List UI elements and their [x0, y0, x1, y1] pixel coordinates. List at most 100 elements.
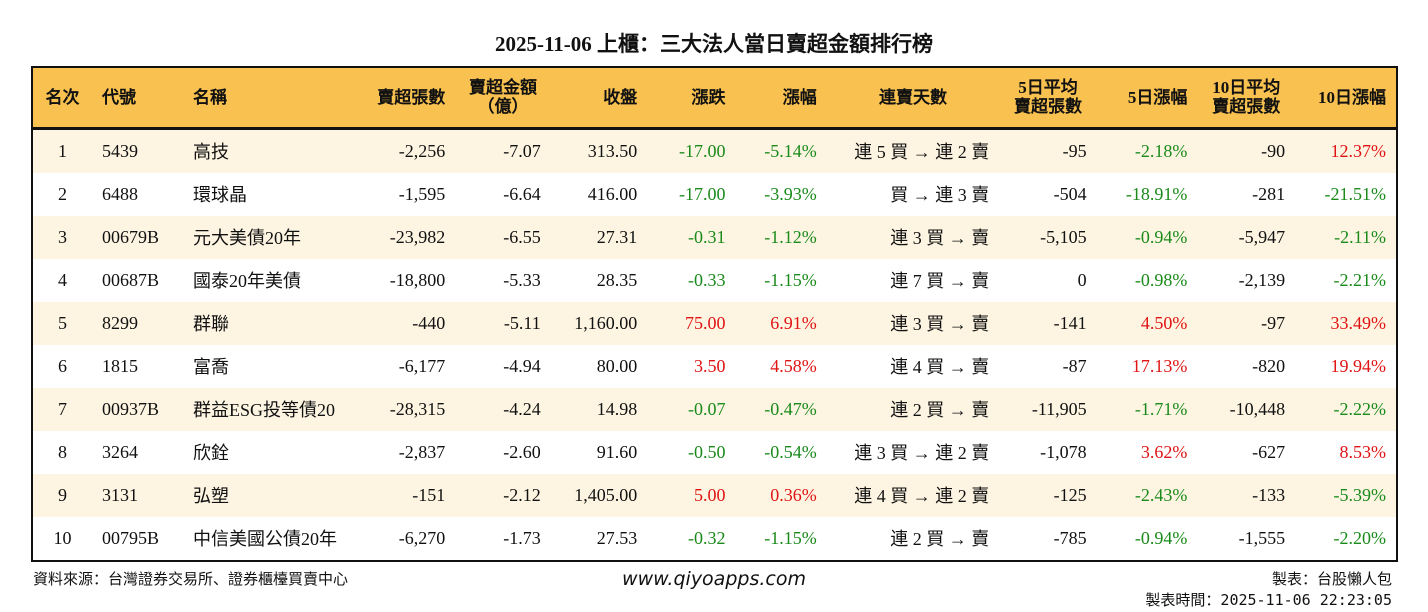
header-avg10-volume: 10日平均 賣超張數 — [1212, 78, 1281, 117]
cell-rank: 2 — [58, 183, 67, 204]
cell-avg5-volume: -87 — [1062, 355, 1087, 376]
cell-pct10: -2.20% — [1333, 527, 1387, 548]
header-sell-amount: 賣超金額 （億） — [469, 78, 537, 117]
cell-streak: 連 2 買 → 賣 — [890, 529, 990, 549]
cell-pct10: 8.53% — [1339, 441, 1387, 462]
cell-avg10-volume: -820 — [1252, 355, 1286, 376]
header-change-pct: 漲幅 — [782, 87, 817, 107]
ranking-table: 名次 代號 名稱 賣超張數 賣超金額 （億） 收盤 漲跌 漲幅 連賣天數 5日平均 賣超張數 5日漲幅 1… — [31, 66, 1398, 562]
cell-sell-amount: -5.33 — [503, 269, 541, 290]
cell-avg10-volume: -627 — [1252, 441, 1286, 462]
cell-sell-volume: -2,837 — [398, 441, 446, 462]
cell-pct5: 17.13% — [1131, 355, 1188, 376]
cell-close: 91.60 — [596, 441, 638, 462]
cell-code: 00795B — [102, 527, 160, 548]
cell-pct10: -21.51% — [1324, 183, 1387, 204]
cell-rank: 7 — [58, 398, 67, 419]
table-row: 8 3264 欣銓 -2,837 -2.60 91.60 -0.50 -0.54% 連 3 買 … — [32, 431, 1397, 474]
cell-avg5-volume: -95 — [1062, 140, 1087, 161]
cell-close: 27.53 — [596, 527, 638, 548]
cell-change-pct: -1.12% — [764, 226, 817, 247]
source-note: 資料來源：台灣證券交易所、證券櫃檯買賣中心 — [33, 570, 349, 588]
table-row: 10 00795B 中信美國公債20年 -6,270 -1.73 27.53 -0.32 -1… — [32, 517, 1397, 561]
cell-change-pct: -1.15% — [764, 527, 817, 548]
cell-change: -17.00 — [679, 140, 726, 161]
cell-name: 中信美國公債20年 — [193, 529, 337, 549]
header-name: 名稱 — [193, 87, 227, 107]
table-row: 4 00687B 國泰20年美債 -18,800 -5.33 28.35 -0.33 -1.1… — [32, 259, 1397, 302]
cell-code: 00937B — [102, 398, 160, 419]
header-pct10: 10日漲幅 — [1318, 87, 1386, 107]
cell-change-pct: 6.91% — [770, 312, 817, 333]
cell-avg10-volume: -1,555 — [1238, 527, 1286, 548]
cell-avg5-volume: 0 — [1077, 269, 1087, 290]
cell-change: -0.33 — [688, 269, 726, 290]
header-sell-volume: 賣超張數 — [377, 87, 446, 107]
cell-pct5: -18.91% — [1125, 183, 1188, 204]
cell-close: 27.31 — [596, 226, 638, 247]
header-code: 代號 — [102, 87, 136, 107]
cell-change: 5.00 — [694, 484, 726, 505]
cell-avg5-volume: -141 — [1053, 312, 1087, 333]
cell-sell-amount: -7.07 — [503, 140, 541, 161]
cell-name: 國泰20年美債 — [193, 271, 301, 291]
cell-code: 6488 — [102, 183, 138, 204]
cell-streak: 連 5 買 → 連 2 賣 — [854, 142, 990, 162]
cell-code: 3131 — [102, 484, 138, 505]
cell-sell-volume: -440 — [412, 312, 446, 333]
cell-avg5-volume: -5,105 — [1040, 226, 1087, 247]
cell-name: 富喬 — [193, 357, 229, 377]
cell-sell-volume: -151 — [412, 484, 446, 505]
cell-avg10-volume: -133 — [1252, 484, 1286, 505]
cell-change-pct: -3.93% — [764, 183, 817, 204]
cell-rank: 4 — [58, 269, 67, 290]
cell-avg10-volume: -10,448 — [1229, 398, 1286, 419]
cell-pct10: -2.11% — [1334, 226, 1386, 247]
cell-code: 00687B — [102, 269, 160, 290]
cell-sell-amount: -6.64 — [503, 183, 541, 204]
cell-change-pct: -5.14% — [764, 140, 817, 161]
website-link[interactable]: www.qiyoapps.com — [622, 568, 806, 590]
cell-close: 1,160.00 — [574, 312, 638, 333]
cell-rank: 6 — [58, 355, 67, 376]
cell-close: 14.98 — [596, 398, 638, 419]
cell-pct5: -0.94% — [1134, 527, 1188, 548]
cell-close: 416.00 — [587, 183, 638, 204]
cell-avg10-volume: -90 — [1261, 140, 1286, 161]
cell-sell-volume: -2,256 — [398, 140, 446, 161]
cell-avg5-volume: -1,078 — [1040, 441, 1087, 462]
cell-rank: 5 — [58, 312, 67, 333]
cell-pct10: 33.49% — [1330, 312, 1387, 333]
table-row: 3 00679B 元大美債20年 -23,982 -6.55 27.31 -0.31 -1.1… — [32, 215, 1397, 259]
cell-name: 群益ESG投等債20 — [193, 400, 336, 420]
cell-sell-volume: -18,800 — [389, 269, 446, 290]
cell-close: 1,405.00 — [574, 484, 638, 505]
cell-code: 00679B — [102, 226, 160, 247]
cell-streak: 連 4 買 → 賣 — [890, 357, 990, 377]
cell-change-pct: 0.36% — [770, 484, 817, 505]
cell-streak: 連 3 買 → 賣 — [890, 314, 990, 334]
cell-sell-amount: -4.24 — [503, 398, 541, 419]
table-row: 1 5439 高技 -2,256 -7.07 313.50 -17.00 -5.14% 連 5 … — [32, 128, 1397, 173]
cell-change: 75.00 — [685, 312, 726, 333]
cell-pct5: 4.50% — [1140, 312, 1188, 333]
cell-sell-volume: -6,177 — [398, 355, 446, 376]
cell-pct5: -2.18% — [1134, 140, 1188, 161]
cell-avg5-volume: -11,905 — [1031, 398, 1087, 419]
cell-change: 3.50 — [694, 355, 726, 376]
cell-sell-amount: -4.94 — [503, 355, 541, 376]
cell-avg10-volume: -281 — [1252, 183, 1286, 204]
cell-name: 弘塑 — [193, 486, 229, 506]
cell-change-pct: -0.47% — [764, 398, 817, 419]
cell-streak: 買 → 連 3 賣 — [890, 185, 990, 205]
cell-change: -0.32 — [688, 527, 726, 548]
cell-avg10-volume: -2,139 — [1238, 269, 1286, 290]
header-rank: 名次 — [45, 87, 80, 107]
cell-name: 高技 — [193, 142, 229, 162]
cell-code: 5439 — [102, 140, 138, 161]
cell-sell-volume: -1,595 — [398, 183, 446, 204]
cell-rank: 10 — [53, 527, 72, 548]
page-title: 2025-11-06 上櫃：三大法人當日賣超金額排行榜 — [494, 32, 934, 56]
cell-change-pct: 4.58% — [770, 355, 817, 376]
cell-sell-amount: -2.60 — [503, 441, 541, 462]
